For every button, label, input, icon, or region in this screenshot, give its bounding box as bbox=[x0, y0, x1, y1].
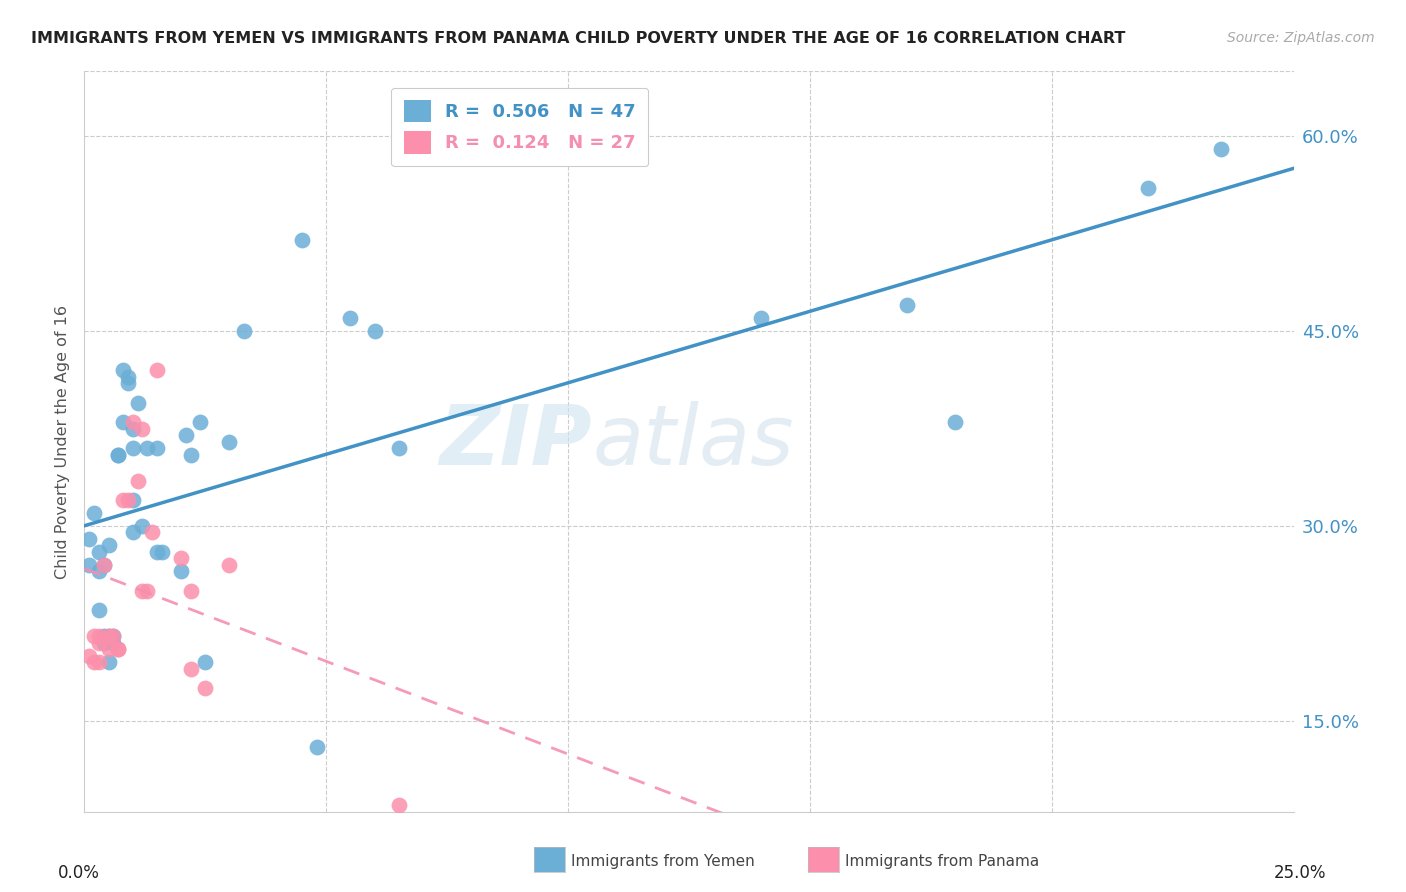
Text: Source: ZipAtlas.com: Source: ZipAtlas.com bbox=[1227, 31, 1375, 45]
Point bbox=[127, 395, 149, 409]
Text: 0.0%: 0.0% bbox=[58, 863, 100, 881]
Point bbox=[87, 545, 110, 559]
Point bbox=[97, 656, 120, 670]
Text: 25.0%: 25.0% bbox=[1274, 863, 1326, 881]
Point bbox=[339, 311, 361, 326]
Point bbox=[87, 656, 110, 670]
Point bbox=[103, 629, 125, 643]
Point bbox=[194, 681, 217, 696]
Text: atlas: atlas bbox=[592, 401, 794, 482]
Point bbox=[146, 441, 169, 455]
Point bbox=[97, 538, 120, 552]
Text: IMMIGRANTS FROM YEMEN VS IMMIGRANTS FROM PANAMA CHILD POVERTY UNDER THE AGE OF 1: IMMIGRANTS FROM YEMEN VS IMMIGRANTS FROM… bbox=[31, 31, 1125, 46]
Point bbox=[388, 798, 411, 813]
Point bbox=[121, 441, 143, 455]
Point bbox=[77, 532, 100, 546]
Point bbox=[117, 493, 139, 508]
Point bbox=[233, 324, 256, 338]
Point bbox=[194, 656, 217, 670]
Point bbox=[136, 441, 159, 455]
Point bbox=[363, 324, 385, 338]
Text: Immigrants from Yemen: Immigrants from Yemen bbox=[571, 855, 755, 869]
Point bbox=[180, 448, 202, 462]
Point bbox=[943, 415, 966, 429]
Point bbox=[291, 233, 314, 247]
Text: Immigrants from Panama: Immigrants from Panama bbox=[845, 855, 1039, 869]
Point bbox=[146, 545, 169, 559]
Point bbox=[146, 363, 169, 377]
Legend: R =  0.506   N = 47, R =  0.124   N = 27: R = 0.506 N = 47, R = 0.124 N = 27 bbox=[391, 87, 648, 166]
Point bbox=[305, 739, 328, 754]
Point bbox=[150, 545, 173, 559]
Point bbox=[180, 662, 202, 676]
Point bbox=[170, 565, 193, 579]
Point bbox=[97, 642, 120, 657]
Text: ZIP: ZIP bbox=[440, 401, 592, 482]
Point bbox=[112, 415, 135, 429]
Point bbox=[112, 363, 135, 377]
Point bbox=[388, 441, 411, 455]
Point bbox=[87, 636, 110, 650]
Point bbox=[121, 493, 143, 508]
Point bbox=[107, 448, 129, 462]
Point bbox=[97, 629, 120, 643]
Point bbox=[170, 551, 193, 566]
Point bbox=[218, 434, 240, 449]
Point bbox=[136, 583, 159, 598]
Point bbox=[117, 376, 139, 390]
Point bbox=[121, 421, 143, 435]
Point bbox=[896, 298, 918, 312]
Point bbox=[87, 565, 110, 579]
Point bbox=[103, 629, 125, 643]
Point bbox=[97, 629, 120, 643]
Point bbox=[131, 421, 153, 435]
Y-axis label: Child Poverty Under the Age of 16: Child Poverty Under the Age of 16 bbox=[55, 304, 70, 579]
Point bbox=[83, 506, 105, 520]
Point bbox=[141, 525, 163, 540]
Point bbox=[87, 603, 110, 617]
Point bbox=[131, 519, 153, 533]
Point bbox=[87, 629, 110, 643]
Point bbox=[83, 656, 105, 670]
Point bbox=[127, 474, 149, 488]
Point bbox=[107, 448, 129, 462]
Point bbox=[121, 415, 143, 429]
Point bbox=[93, 558, 115, 572]
Point bbox=[83, 629, 105, 643]
Point bbox=[107, 642, 129, 657]
Point bbox=[131, 583, 153, 598]
Point bbox=[117, 369, 139, 384]
Point bbox=[93, 629, 115, 643]
Point bbox=[77, 558, 100, 572]
Point bbox=[93, 636, 115, 650]
Point bbox=[218, 558, 240, 572]
Point bbox=[112, 493, 135, 508]
Point bbox=[103, 636, 125, 650]
Point bbox=[107, 642, 129, 657]
Point bbox=[77, 648, 100, 663]
Point bbox=[174, 428, 197, 442]
Point bbox=[1209, 142, 1232, 156]
Point bbox=[121, 525, 143, 540]
Point bbox=[1137, 181, 1160, 195]
Point bbox=[180, 583, 202, 598]
Point bbox=[93, 558, 115, 572]
Point bbox=[190, 415, 212, 429]
Point bbox=[751, 311, 773, 326]
